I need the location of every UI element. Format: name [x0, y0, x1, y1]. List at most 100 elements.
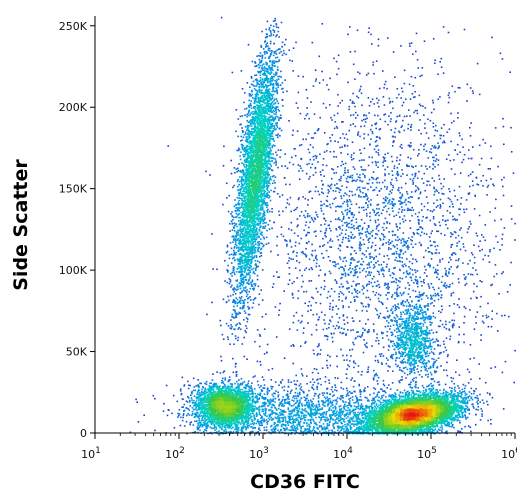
event-dot [254, 138, 256, 140]
event-dot [242, 287, 245, 289]
event-dot [242, 278, 244, 281]
event-dot [258, 112, 261, 115]
event-dot [238, 229, 240, 232]
event-dot [222, 381, 224, 383]
event-dot [257, 265, 259, 268]
event-dot [244, 147, 247, 149]
event-dot [238, 296, 241, 299]
event-dot [259, 195, 262, 197]
event-dot [248, 243, 250, 246]
event-dot [242, 169, 244, 172]
event-dot [193, 416, 196, 419]
event-dot [260, 252, 263, 254]
event-dot [268, 78, 270, 80]
event-dot [248, 152, 250, 155]
event-dot [260, 61, 263, 64]
event-dot [251, 247, 254, 250]
event-dot [265, 51, 268, 53]
event-dot [260, 161, 263, 163]
event-dot [191, 407, 194, 409]
event-dot [249, 167, 252, 169]
event-dot [245, 231, 248, 233]
event-dot [254, 196, 256, 199]
event-dot [272, 117, 274, 120]
event-dot [248, 95, 251, 97]
event-dot [256, 83, 258, 86]
event-dot [254, 118, 257, 120]
event-dot [260, 165, 262, 168]
event-dot [266, 128, 269, 131]
event-dot [229, 295, 232, 297]
event-dot [260, 186, 263, 188]
event-dot [263, 135, 266, 138]
event-dot [271, 116, 273, 118]
event-dot [262, 154, 265, 156]
event-dot [269, 80, 272, 82]
event-dot [200, 421, 202, 424]
event-dot [250, 165, 252, 167]
event-dot [249, 181, 251, 183]
event-dot [253, 180, 255, 183]
event-dot [263, 197, 265, 200]
event-dot [251, 252, 253, 254]
event-dot [267, 120, 270, 122]
event-dot [230, 327, 233, 330]
event-dot [277, 30, 280, 33]
event-dot [246, 178, 248, 180]
event-dot [269, 167, 271, 170]
event-dot [239, 239, 242, 241]
event-dot [251, 208, 253, 211]
event-dot [260, 225, 262, 227]
event-dot [230, 220, 233, 223]
event-dot [237, 238, 240, 240]
event-dot [263, 166, 265, 169]
event-dot [241, 197, 243, 200]
event-dot [271, 50, 273, 52]
event-dot [240, 143, 243, 146]
event-dot [268, 139, 271, 142]
event-dot [256, 130, 258, 133]
event-dot [248, 206, 250, 208]
event-dot [188, 414, 191, 416]
event-dot [241, 162, 243, 164]
event-dot [261, 126, 264, 128]
event-dot [235, 236, 237, 239]
event-dot [267, 100, 270, 102]
event-dot [259, 91, 261, 93]
event-dot [261, 100, 264, 102]
event-dot [265, 105, 267, 108]
event-dot [254, 93, 257, 96]
event-dot [249, 287, 252, 290]
event-dot [274, 187, 276, 189]
event-dot [251, 111, 254, 113]
event-dot [274, 122, 277, 125]
event-dot [261, 54, 264, 57]
event-dot [234, 309, 236, 311]
event-dot [241, 299, 243, 302]
event-dot [264, 98, 267, 100]
event-dot [253, 283, 255, 285]
event-dot [266, 126, 269, 128]
event-dot [258, 108, 260, 111]
event-dot [248, 120, 251, 123]
event-dot [269, 164, 272, 166]
event-dot [215, 428, 218, 430]
event-dot [251, 250, 253, 253]
event-dot [273, 125, 275, 128]
event-dot [237, 209, 239, 212]
event-dot [221, 387, 224, 390]
event-dot [264, 164, 266, 166]
event-dot [257, 222, 259, 225]
event-dot [249, 248, 251, 251]
event-dot [260, 156, 262, 159]
event-dot [250, 242, 252, 245]
event-dot [239, 233, 242, 235]
event-dot [238, 209, 241, 212]
event-dot [266, 89, 268, 91]
event-dot [251, 140, 254, 143]
event-dot [250, 83, 253, 86]
event-dot [253, 116, 255, 119]
event-dot [276, 100, 279, 102]
event-dot [259, 129, 261, 131]
event-dot [253, 190, 255, 192]
